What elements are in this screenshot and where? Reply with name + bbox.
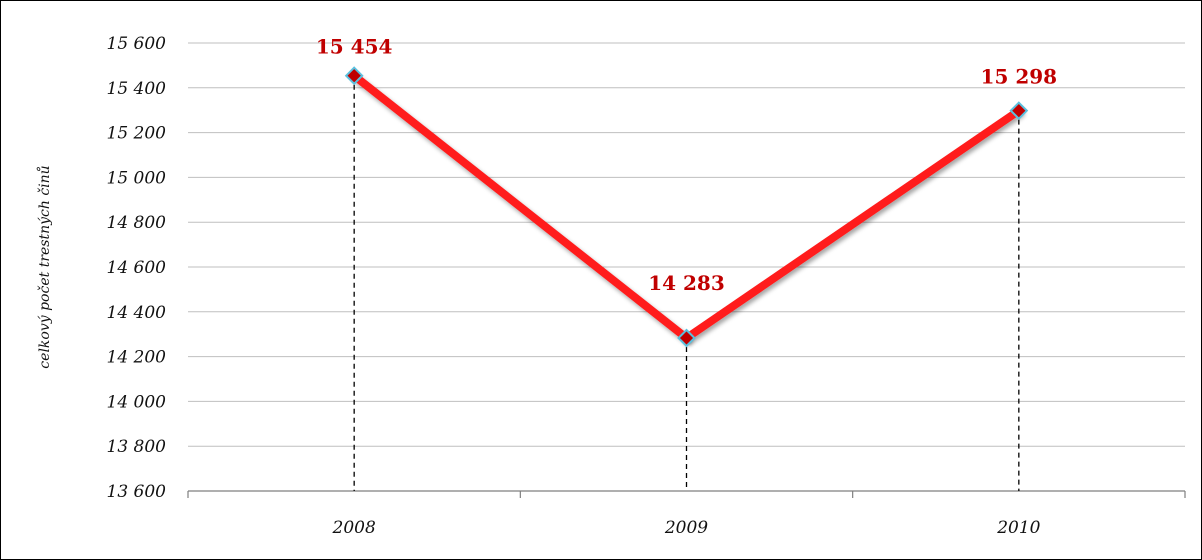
axes xyxy=(187,490,1186,498)
x-tick-label: 2010 xyxy=(996,518,1040,538)
data-labels: 15 454 14 283 15 298 xyxy=(316,35,1057,295)
y-tick-labels: 13 600 13 800 14 000 14 200 14 400 14 600 14 8… xyxy=(107,34,167,502)
data-label: 14 283 xyxy=(648,271,725,295)
data-label: 15 298 xyxy=(981,65,1058,89)
y-tick-label: 14 400 xyxy=(107,303,167,323)
series-lines xyxy=(350,71,1023,343)
data-point-marker xyxy=(1009,101,1029,121)
series-markers xyxy=(344,66,1029,348)
y-tick-label: 14 000 xyxy=(107,392,167,412)
x-tick-label: 2009 xyxy=(664,518,708,538)
y-tick-label: 14 200 xyxy=(107,348,167,368)
data-point-marker xyxy=(677,328,696,348)
series-line-segment xyxy=(682,106,1023,343)
y-tick-label: 14 800 xyxy=(107,213,167,233)
y-axis-label: celkový počet trestných činů xyxy=(36,165,53,368)
y-tick-label: 15 200 xyxy=(107,124,167,144)
data-label: 15 454 xyxy=(316,35,393,59)
y-tick-label: 15 600 xyxy=(107,34,167,54)
y-tick-label: 13 600 xyxy=(107,482,167,502)
x-tick-label: 2008 xyxy=(332,518,376,538)
drop-lines xyxy=(353,75,1020,491)
x-tick-labels: 2008 2009 2010 xyxy=(332,518,1041,538)
y-tick-label: 15 400 xyxy=(107,79,167,99)
y-tick-label: 14 600 xyxy=(107,258,167,278)
y-tick-label: 13 800 xyxy=(107,437,167,457)
y-tick-label: 15 000 xyxy=(107,168,167,188)
series-line-segment xyxy=(350,71,691,343)
data-point-marker xyxy=(344,66,364,86)
